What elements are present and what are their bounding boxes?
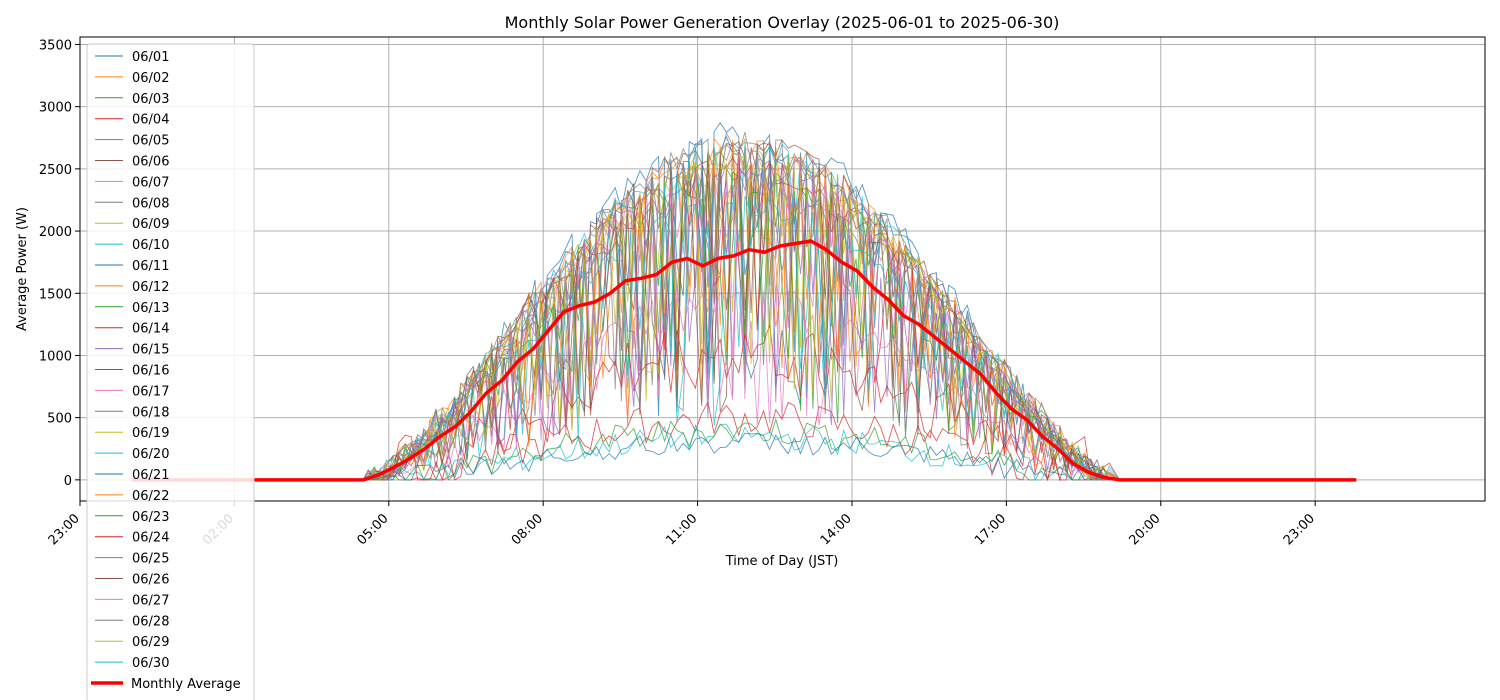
legend-label: 06/25 [132,552,169,567]
legend-label: 06/16 [132,364,169,379]
legend-label: 06/02 [132,71,169,86]
y-tick-label: 1000 [39,349,72,364]
y-tick-label: 3500 [39,38,72,53]
legend-label: 06/12 [132,280,169,295]
x-tick-label: 23:00 [1281,511,1318,548]
series-line-06-29 [363,151,1120,481]
legend-label: 06/06 [132,155,169,170]
legend-label: 06/28 [132,614,169,629]
legend-label: 06/08 [132,196,169,211]
legend-label: 06/24 [132,531,169,546]
legend-label: 06/05 [132,134,169,149]
legend-label: 06/03 [132,92,169,107]
legend-label: 06/19 [132,426,169,441]
y-axis-ticks: 0 500 1000 1500 2000 2500 3000 3500 [39,38,80,489]
legend-label: 06/15 [132,343,169,358]
legend-label: 06/11 [132,259,169,274]
series-line-06-13 [363,417,1120,481]
series-line-06-28 [362,143,1120,481]
y-axis-label: Average Power (W) [15,207,30,331]
series-line-06-30 [363,195,1120,481]
series-line-06-24 [363,324,1120,482]
series-line-06-21 [363,432,1120,481]
x-tick-label: 05:00 [355,511,392,548]
legend-label: 06/21 [132,468,169,483]
monthly-average-series [131,239,1357,482]
y-tick-label: 500 [47,412,72,427]
series-line-06-23 [362,171,1120,482]
legend-label: 06/30 [132,656,169,671]
legend-label: 06/13 [132,301,169,316]
x-axis-label: Time of Day (JST) [725,554,839,569]
legend-label: 06/22 [132,489,169,504]
legend: 06/01 06/02 06/03 06/04 06/05 06/06 06/07 06/08… [86,43,255,700]
y-tick-label: 1500 [39,287,72,302]
series-line-06-10 [362,423,1120,481]
x-tick-label: 11:00 [663,511,700,548]
y-tick-label: 2500 [39,163,72,178]
legend-label: 06/26 [132,573,169,588]
legend-label: 06/01 [132,50,169,65]
y-tick-label: 2000 [39,225,72,240]
plot-frame [79,36,1486,502]
x-tick-label: 08:00 [509,511,546,548]
legend-label: 06/09 [132,217,169,232]
y-tick-label: 0 [64,474,72,489]
legend-label: 06/17 [132,384,169,399]
legend-label: 06/27 [132,593,169,608]
legend-label: 06/20 [132,447,169,462]
legend-label: 06/07 [132,175,169,190]
x-tick-label: 14:00 [818,511,855,548]
x-tick-label: 20:00 [1126,511,1163,548]
legend-label: 06/04 [132,113,169,128]
series-line-06-04 [362,400,1120,482]
legend-label: 06/29 [132,635,169,650]
y-tick-label: 3000 [39,101,72,116]
monthly-average-line [131,239,1357,482]
chart-title: Monthly Solar Power Generation Overlay (… [505,13,1060,32]
legend-label: 06/10 [132,238,169,253]
legend-label: 06/23 [132,510,169,525]
x-tick-label: 17:00 [972,511,1009,548]
legend-box [86,43,255,700]
x-tick-label: 23:00 [46,511,83,548]
legend-label: 06/18 [132,405,169,420]
legend-label-average: Monthly Average [131,677,241,692]
series-line-06-11 [362,121,1120,481]
legend-label: 06/14 [132,322,169,337]
